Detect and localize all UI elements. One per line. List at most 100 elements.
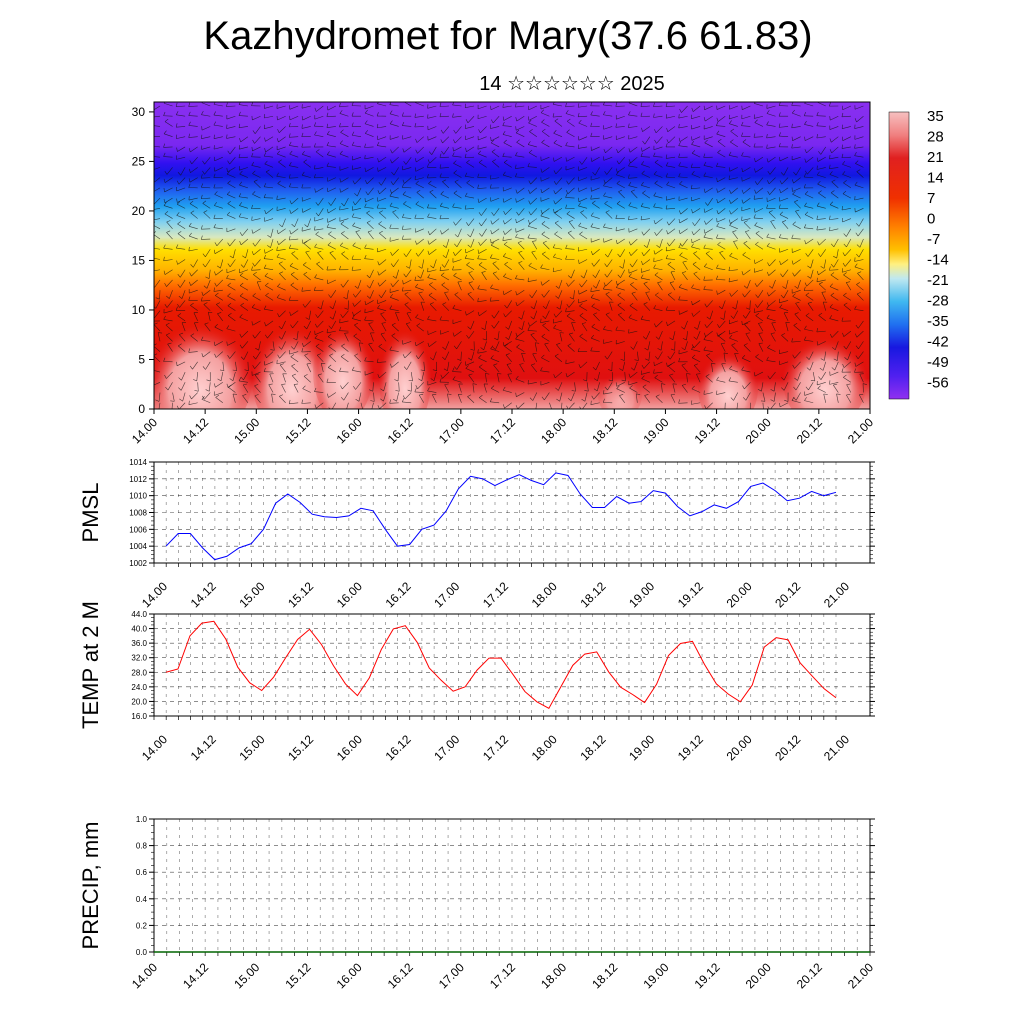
wind-barb-flag (467, 326, 471, 330)
wind-barb (565, 113, 575, 117)
wind-barb (373, 392, 375, 402)
wind-barb (515, 338, 525, 342)
wind-barb (404, 293, 412, 301)
wind-barb (716, 237, 726, 240)
wind-barb-flag (766, 356, 769, 361)
wind-barb-flag (641, 127, 643, 132)
wind-barb-flag (666, 230, 669, 235)
wind-barb (628, 136, 638, 140)
wind-barb-flag (491, 149, 496, 153)
wind-barb (615, 329, 625, 332)
wind-barb-flag (214, 383, 216, 388)
wind-barb (415, 183, 424, 189)
wind-barb-flag (276, 172, 279, 177)
wind-barb-flag (367, 230, 372, 233)
wind-barb-flag (213, 223, 216, 228)
wind-barb-flag (816, 122, 819, 126)
wind-barb-flag (354, 193, 358, 197)
wind-barb (729, 167, 738, 172)
wind-barb (705, 376, 713, 383)
wind-barb-flag (843, 243, 847, 248)
wind-barb-flag (653, 192, 657, 196)
wind-barb-flag (691, 345, 694, 350)
wind-barb-flag (717, 241, 721, 245)
wind-barb (859, 373, 864, 383)
wind-barb (603, 104, 613, 107)
wind-barb (622, 361, 626, 371)
wind-barb (779, 214, 789, 219)
wind-barb (314, 289, 324, 292)
wind-barb (355, 382, 362, 390)
wind-barb (672, 383, 676, 393)
wind-barb-flag (478, 212, 482, 216)
wind-barb (314, 228, 324, 231)
wind-barb (481, 272, 487, 281)
wind-barb-flag (745, 230, 750, 232)
wind-barb (503, 197, 512, 203)
colorbar-label: -28 (927, 293, 949, 310)
wind-barb (691, 126, 701, 130)
wind-barb (515, 105, 525, 108)
wind-barb (678, 197, 688, 201)
wind-barb (252, 371, 261, 376)
wind-barb (703, 248, 713, 250)
wind-barb-flag (414, 341, 417, 346)
wind-barb-flag (667, 355, 671, 360)
wind-barb-flag (479, 364, 483, 368)
wind-barb (468, 330, 475, 339)
wind-barb-flag (794, 377, 798, 381)
wind-barb (541, 279, 550, 286)
wind-barb (603, 226, 613, 230)
wind-barb-flag (665, 173, 668, 178)
wind-barb-flag (326, 123, 329, 128)
wind-barb-flag (703, 335, 707, 340)
wind-barb-flag (527, 326, 530, 331)
wind-barb (630, 371, 638, 378)
wind-barb-flag (535, 342, 540, 344)
wind-barb-flag (454, 243, 458, 248)
wind-barb-flag (770, 332, 775, 334)
wind-barb-flag (402, 354, 406, 359)
wind-barb (214, 194, 223, 199)
wind-barb-flag (441, 150, 444, 155)
wind-barb (154, 115, 161, 118)
wind-barb-flag (593, 378, 598, 382)
wind-barb-flag (414, 158, 417, 163)
wind-barb-flag (151, 366, 153, 369)
wind-barb-flag (591, 303, 595, 307)
y-tick-label: 0.6 (136, 868, 148, 877)
wind-barb-flag (766, 271, 769, 276)
wind-barb-flag (766, 158, 769, 163)
wind-barb-flag (678, 162, 681, 167)
wind-barb (731, 289, 739, 297)
wind-barb-flag (468, 281, 473, 284)
wind-barb (704, 136, 713, 140)
wind-barb (277, 286, 286, 291)
wind-barb (792, 193, 801, 199)
wind-barb (831, 181, 839, 189)
wind-barb-flag (239, 293, 244, 297)
wind-barb-flag (163, 152, 166, 157)
wind-barb-flag (732, 230, 737, 233)
wind-barb (447, 361, 450, 371)
wind-barb-flag (542, 240, 547, 244)
wind-barb (316, 320, 324, 328)
wind-barb-flag (603, 223, 606, 228)
wind-barb-flag (427, 204, 430, 209)
wind-barb (667, 320, 676, 327)
wind-barb (666, 115, 676, 119)
wind-barb-flag (326, 112, 329, 117)
wind-barb (302, 208, 311, 213)
wind-barb-flag (829, 304, 833, 308)
wind-barb-flag (492, 346, 496, 350)
wind-barb-flag (279, 224, 283, 228)
wind-barb (544, 392, 550, 401)
wind-barb (829, 269, 839, 271)
wind-barb-flag (427, 240, 430, 245)
wind-barb-flag (657, 281, 662, 283)
wind-barb (642, 126, 651, 132)
wind-barb-flag (444, 291, 449, 293)
wind-barb-flag (263, 264, 267, 269)
wind-barb (749, 300, 751, 310)
